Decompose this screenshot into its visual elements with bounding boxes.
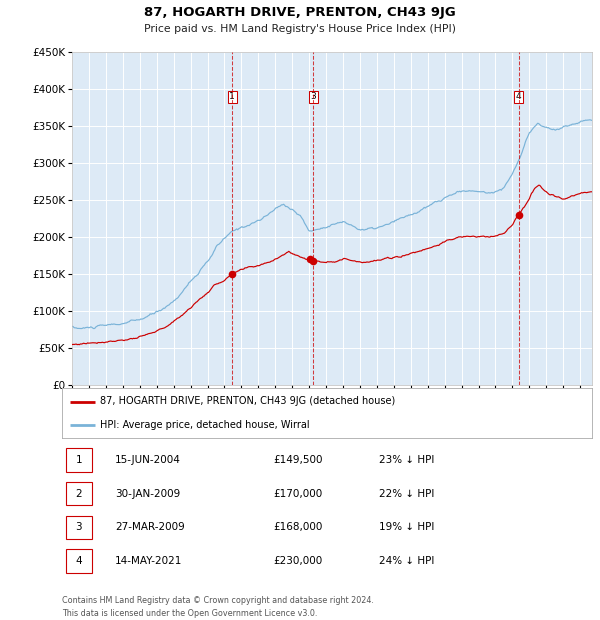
Text: 3: 3 — [76, 523, 82, 533]
Text: 87, HOGARTH DRIVE, PRENTON, CH43 9JG (detached house): 87, HOGARTH DRIVE, PRENTON, CH43 9JG (de… — [100, 397, 395, 407]
Text: Contains HM Land Registry data © Crown copyright and database right 2024.: Contains HM Land Registry data © Crown c… — [62, 596, 374, 605]
Text: 2: 2 — [76, 489, 82, 498]
Text: £149,500: £149,500 — [273, 455, 323, 465]
Text: 23% ↓ HPI: 23% ↓ HPI — [379, 455, 434, 465]
Text: HPI: Average price, detached house, Wirral: HPI: Average price, detached house, Wirr… — [100, 420, 310, 430]
Text: £230,000: £230,000 — [273, 556, 322, 566]
Text: Price paid vs. HM Land Registry's House Price Index (HPI): Price paid vs. HM Land Registry's House … — [144, 24, 456, 34]
FancyBboxPatch shape — [66, 482, 92, 505]
Text: 30-JAN-2009: 30-JAN-2009 — [115, 489, 180, 498]
Text: 1: 1 — [76, 455, 82, 465]
Text: £170,000: £170,000 — [273, 489, 322, 498]
Text: 3: 3 — [310, 92, 316, 102]
Text: 15-JUN-2004: 15-JUN-2004 — [115, 455, 181, 465]
Text: 19% ↓ HPI: 19% ↓ HPI — [379, 523, 434, 533]
Text: 4: 4 — [76, 556, 82, 566]
FancyBboxPatch shape — [66, 516, 92, 539]
FancyBboxPatch shape — [66, 448, 92, 472]
Text: £168,000: £168,000 — [273, 523, 323, 533]
FancyBboxPatch shape — [66, 549, 92, 573]
Text: 1: 1 — [229, 92, 235, 102]
Text: 14-MAY-2021: 14-MAY-2021 — [115, 556, 182, 566]
Text: 24% ↓ HPI: 24% ↓ HPI — [379, 556, 434, 566]
Text: This data is licensed under the Open Government Licence v3.0.: This data is licensed under the Open Gov… — [62, 609, 317, 618]
Text: 22% ↓ HPI: 22% ↓ HPI — [379, 489, 434, 498]
Text: 4: 4 — [516, 92, 521, 102]
Text: 27-MAR-2009: 27-MAR-2009 — [115, 523, 185, 533]
Text: 87, HOGARTH DRIVE, PRENTON, CH43 9JG: 87, HOGARTH DRIVE, PRENTON, CH43 9JG — [144, 6, 456, 19]
